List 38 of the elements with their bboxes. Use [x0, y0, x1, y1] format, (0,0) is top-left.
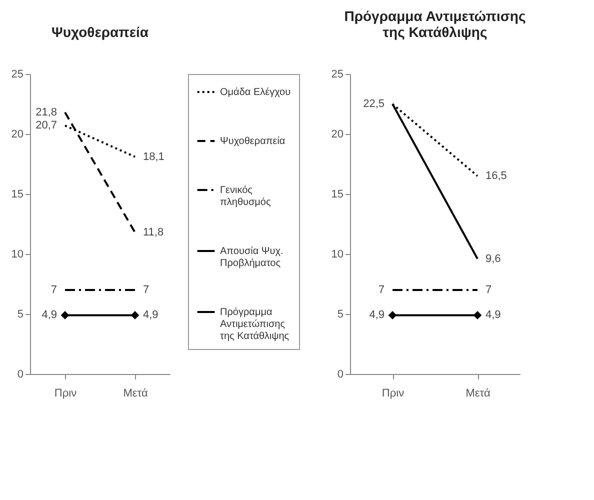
data-label: 9,6	[486, 252, 501, 265]
y-tick-label: 5	[337, 308, 344, 320]
y-tick-label: 0	[337, 368, 344, 380]
data-label: 20,7	[36, 120, 57, 132]
legend-label: Γενικός πληθυσμός	[220, 185, 271, 208]
y-tick-label: 20	[331, 128, 344, 140]
data-label: 4,9	[486, 309, 501, 322]
data-label: 7	[378, 284, 384, 296]
data-label: 4,9	[42, 309, 57, 322]
data-label: 7	[143, 284, 150, 296]
y-tick-label: 20	[11, 128, 24, 140]
data-label: 7	[50, 284, 57, 296]
chart-title: Ψυχοθεραπεία	[52, 24, 149, 40]
data-label: 21,8	[36, 106, 57, 118]
y-tick-label: 10	[11, 248, 24, 260]
y-tick-label: 25	[11, 68, 24, 80]
x-tick-label: Πριν	[382, 388, 405, 400]
legend-label: Απουσία Ψυχ. Προβλήματος	[220, 246, 284, 269]
legend-label: Ψυχοθεραπεία	[220, 136, 286, 147]
y-tick-label: 0	[17, 368, 24, 380]
y-tick-label: 15	[331, 188, 344, 200]
y-tick-label: 15	[11, 188, 24, 200]
y-tick-label: 25	[331, 68, 344, 80]
data-label: 4,9	[143, 309, 158, 322]
x-tick-label: Μετά	[123, 388, 148, 400]
y-tick-label: 5	[17, 308, 24, 320]
data-label: 18,1	[143, 150, 164, 163]
data-label: 4,9	[369, 309, 384, 322]
x-tick-label: Μετά	[466, 388, 491, 400]
legend-label: Πρόγραμμα Αντιμετώπισης της Κατάθλιψης	[220, 307, 290, 342]
data-label: 11,8	[143, 226, 164, 238]
data-label: 7	[486, 284, 492, 296]
chart-title: Πρόγραμμα Αντιμετώπισης της Κατάθλιψης	[344, 8, 526, 40]
y-tick-label: 10	[331, 248, 344, 260]
data-label: 16,5	[486, 170, 507, 182]
x-tick-label: Πριν	[54, 388, 78, 400]
legend-label: Ομάδα Ελέγχου	[220, 87, 291, 98]
data-label: 22,5	[363, 98, 384, 110]
